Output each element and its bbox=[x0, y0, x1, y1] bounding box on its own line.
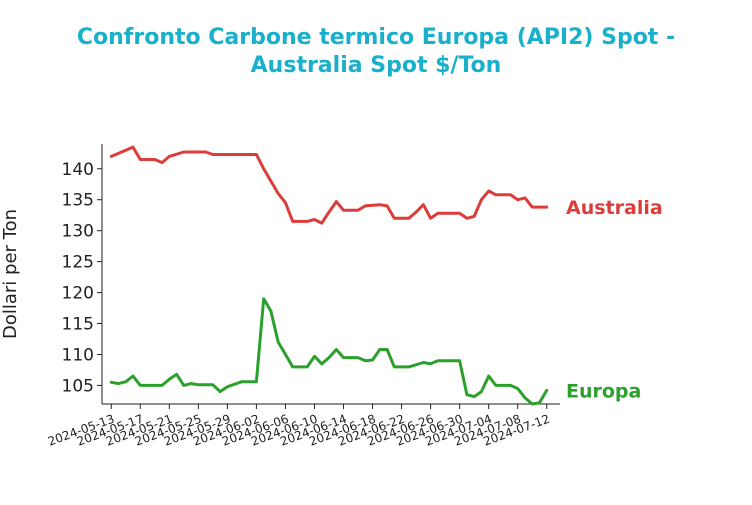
chart-title: Confronto Carbone termico Europa (API2) … bbox=[0, 24, 752, 80]
y-axis-label: Dollari per Ton bbox=[0, 209, 21, 339]
series-label-australia: Australia bbox=[566, 197, 663, 219]
chart-title-line-1: Confronto Carbone termico Europa (API2) … bbox=[76, 25, 676, 50]
y-tick-label: 110 bbox=[62, 345, 94, 365]
series-line-australia bbox=[109, 145, 549, 225]
series-line-europa bbox=[109, 297, 549, 406]
y-tick-label: 130 bbox=[62, 222, 94, 242]
y-tick-label: 135 bbox=[62, 191, 94, 211]
y-tick-label: 125 bbox=[62, 253, 94, 273]
y-tick-label: 105 bbox=[62, 376, 94, 396]
y-tick-label: 120 bbox=[62, 284, 94, 304]
chart-title-line-2: Australia Spot $/Ton bbox=[250, 53, 502, 78]
y-tick-label: 140 bbox=[62, 160, 94, 180]
y-tick-label: 115 bbox=[62, 315, 94, 335]
series-label-europa: Europa bbox=[566, 380, 641, 402]
